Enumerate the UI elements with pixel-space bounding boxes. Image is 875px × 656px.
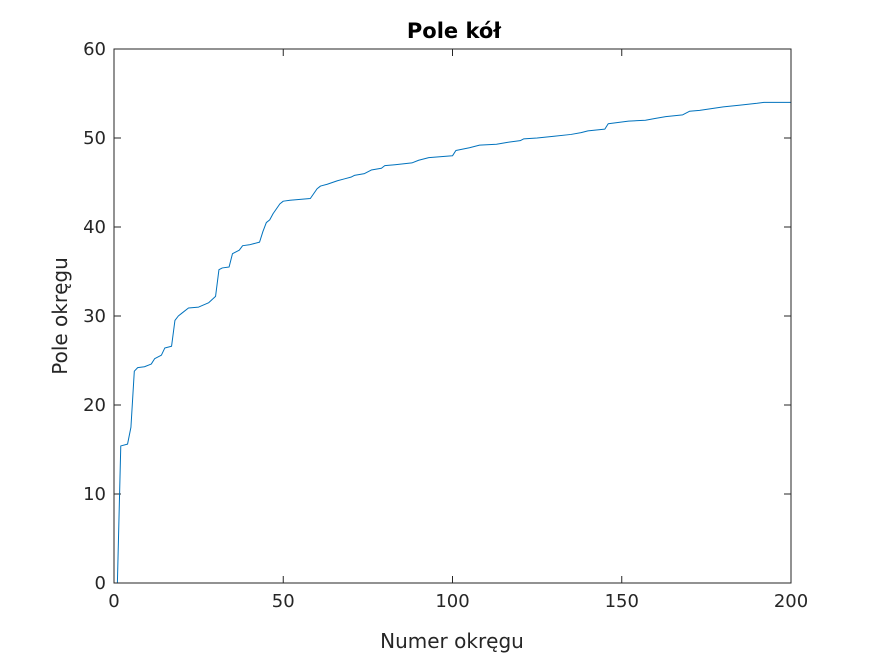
- x-tick-label: 200: [774, 591, 808, 612]
- x-tick-label: 50: [272, 591, 295, 612]
- y-tick-label: 30: [83, 306, 106, 327]
- series-line: [116, 101, 791, 584]
- x-tick-label: 100: [435, 591, 469, 612]
- series-group: [116, 101, 791, 584]
- y-tick-label: 10: [83, 484, 106, 505]
- y-axis-label: Pole okręgu: [48, 257, 72, 375]
- y-tick-label: 0: [95, 573, 106, 594]
- x-tick-label: 150: [605, 591, 639, 612]
- axis-ticks: 0 50 100 150 200 0 10 20 30 40 50 60: [83, 39, 808, 612]
- y-tick-label: 50: [83, 128, 106, 149]
- axes-box: [113, 48, 792, 584]
- y-tick-label: 60: [83, 39, 106, 60]
- x-tick-label: 0: [108, 591, 119, 612]
- y-tick-label: 40: [83, 217, 106, 238]
- y-tick-label: 20: [83, 395, 106, 416]
- chart-title: Pole kół: [407, 19, 502, 43]
- x-axis-label: Numer okręgu: [380, 629, 524, 653]
